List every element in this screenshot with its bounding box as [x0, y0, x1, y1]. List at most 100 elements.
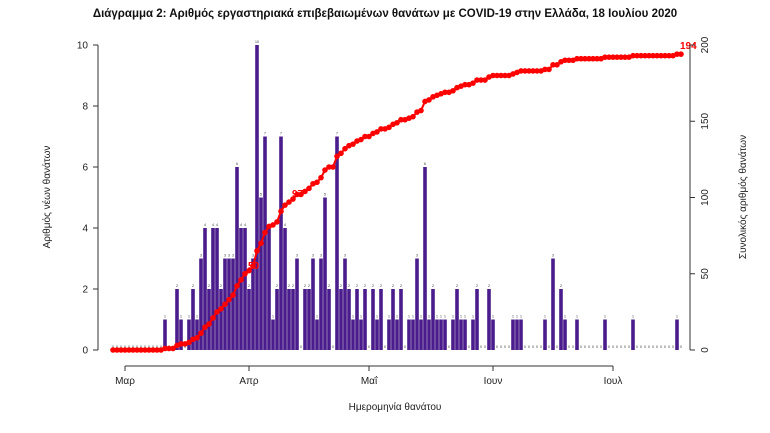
bar [395, 319, 399, 350]
bar-value-label: 3 [200, 254, 202, 258]
bar [251, 258, 255, 350]
cumulative-point [394, 119, 400, 126]
bar [455, 289, 459, 350]
bar [235, 167, 239, 350]
cumulative-point [362, 133, 368, 140]
bar-value-label: 0 [156, 345, 158, 349]
cumulative-point [534, 68, 540, 74]
cumulative-point [602, 54, 608, 60]
cumulative-point [154, 347, 160, 353]
bar-value-label: 1 [412, 315, 414, 319]
cumulative-point [238, 277, 244, 283]
bar [243, 228, 247, 350]
bar-value-label: 0 [368, 345, 370, 349]
x-tick-label: Ιουν [484, 376, 503, 387]
bar [303, 289, 307, 350]
bar-value-label: 2 [364, 284, 366, 288]
cumulative-point [474, 77, 480, 83]
bar [559, 289, 563, 350]
bar [195, 319, 199, 350]
bar [335, 136, 339, 350]
y2-tick-label: 0 [700, 347, 711, 353]
cumulative-point [138, 347, 144, 353]
bar [259, 197, 263, 350]
bar-value-label: 3 [232, 254, 234, 258]
cumulative-point [378, 126, 384, 132]
bar [307, 289, 311, 350]
bar-value-label: 2 [488, 284, 490, 288]
bar-value-label: 1 [316, 315, 318, 319]
bar [187, 319, 191, 350]
cumulative-point [606, 54, 612, 60]
cumulative-point [210, 315, 216, 321]
cumulative-point [562, 57, 568, 64]
bar [459, 319, 463, 350]
bar-value-label: 0 [332, 345, 334, 349]
bar-value-label: 1 [460, 315, 462, 319]
cumulative-point [462, 81, 468, 88]
cumulative-point [126, 347, 132, 353]
cumulative-point [622, 54, 628, 60]
cumulative-point [594, 55, 600, 62]
bar [275, 289, 279, 350]
cumulative-point [334, 153, 340, 160]
bar [239, 228, 243, 350]
cumulative-point [134, 347, 140, 353]
cumulative-point [610, 54, 616, 60]
bar [279, 136, 283, 350]
cumulative-point [258, 240, 264, 247]
cumulative-point [542, 66, 548, 73]
bar-value-label: 0 [528, 345, 530, 349]
cumulative-point [646, 52, 652, 59]
bar [347, 289, 351, 350]
y-axis-label: Αριθμός νέων θανάτων [41, 146, 53, 249]
bar-value-label: 0 [640, 345, 642, 349]
bar [283, 228, 287, 350]
cumulative-point [294, 191, 300, 198]
bar-value-label: 7 [264, 132, 266, 136]
bar-value-label: 1 [408, 315, 410, 319]
bar [315, 319, 319, 350]
cumulative-point [114, 347, 120, 353]
cumulative-point [470, 80, 476, 86]
cumulative-point [234, 283, 240, 289]
bar-value-label: 0 [532, 345, 534, 349]
y-tick-label: 0 [82, 346, 88, 357]
bar [211, 228, 215, 350]
cumulative-point [250, 263, 256, 269]
bar-value-label: 0 [592, 345, 594, 349]
cumulative-point [198, 330, 204, 337]
bar [435, 319, 439, 350]
cumulative-point [546, 66, 552, 73]
cumulative-point [442, 89, 448, 96]
bar [323, 197, 327, 350]
bar-value-label: 0 [504, 345, 506, 349]
bar-value-label: 0 [664, 345, 666, 349]
cumulative-point [358, 136, 364, 143]
bar-value-label: 0 [584, 345, 586, 349]
bar-value-label: 0 [160, 345, 162, 349]
bar [431, 289, 435, 350]
bar-value-label: 2 [220, 284, 222, 288]
bar-value-label: 1 [164, 315, 166, 319]
bars-layer: 0000000000000100210121342442333644231057… [112, 40, 682, 350]
cumulative-point [298, 191, 304, 198]
y2-tick-label: 50 [700, 268, 711, 280]
cumulative-point [162, 345, 168, 352]
bar-value-label: 1 [464, 315, 466, 319]
bar-value-label: 0 [620, 345, 622, 349]
cumulative-point [490, 72, 496, 79]
cumulative-point [122, 347, 128, 353]
bar-value-label: 1 [516, 315, 518, 319]
cumulative-point [634, 52, 640, 59]
bar-value-label: 1 [520, 315, 522, 319]
cumulative-point [186, 339, 192, 346]
bar-value-label: 1 [472, 315, 474, 319]
bar-value-label: 2 [432, 284, 434, 288]
bar-value-label: 3 [344, 254, 346, 258]
bar-value-label: 4 [212, 223, 214, 227]
bar-value-label: 1 [428, 315, 430, 319]
bar-value-label: 4 [244, 223, 246, 227]
bar-value-label: 2 [356, 284, 358, 288]
